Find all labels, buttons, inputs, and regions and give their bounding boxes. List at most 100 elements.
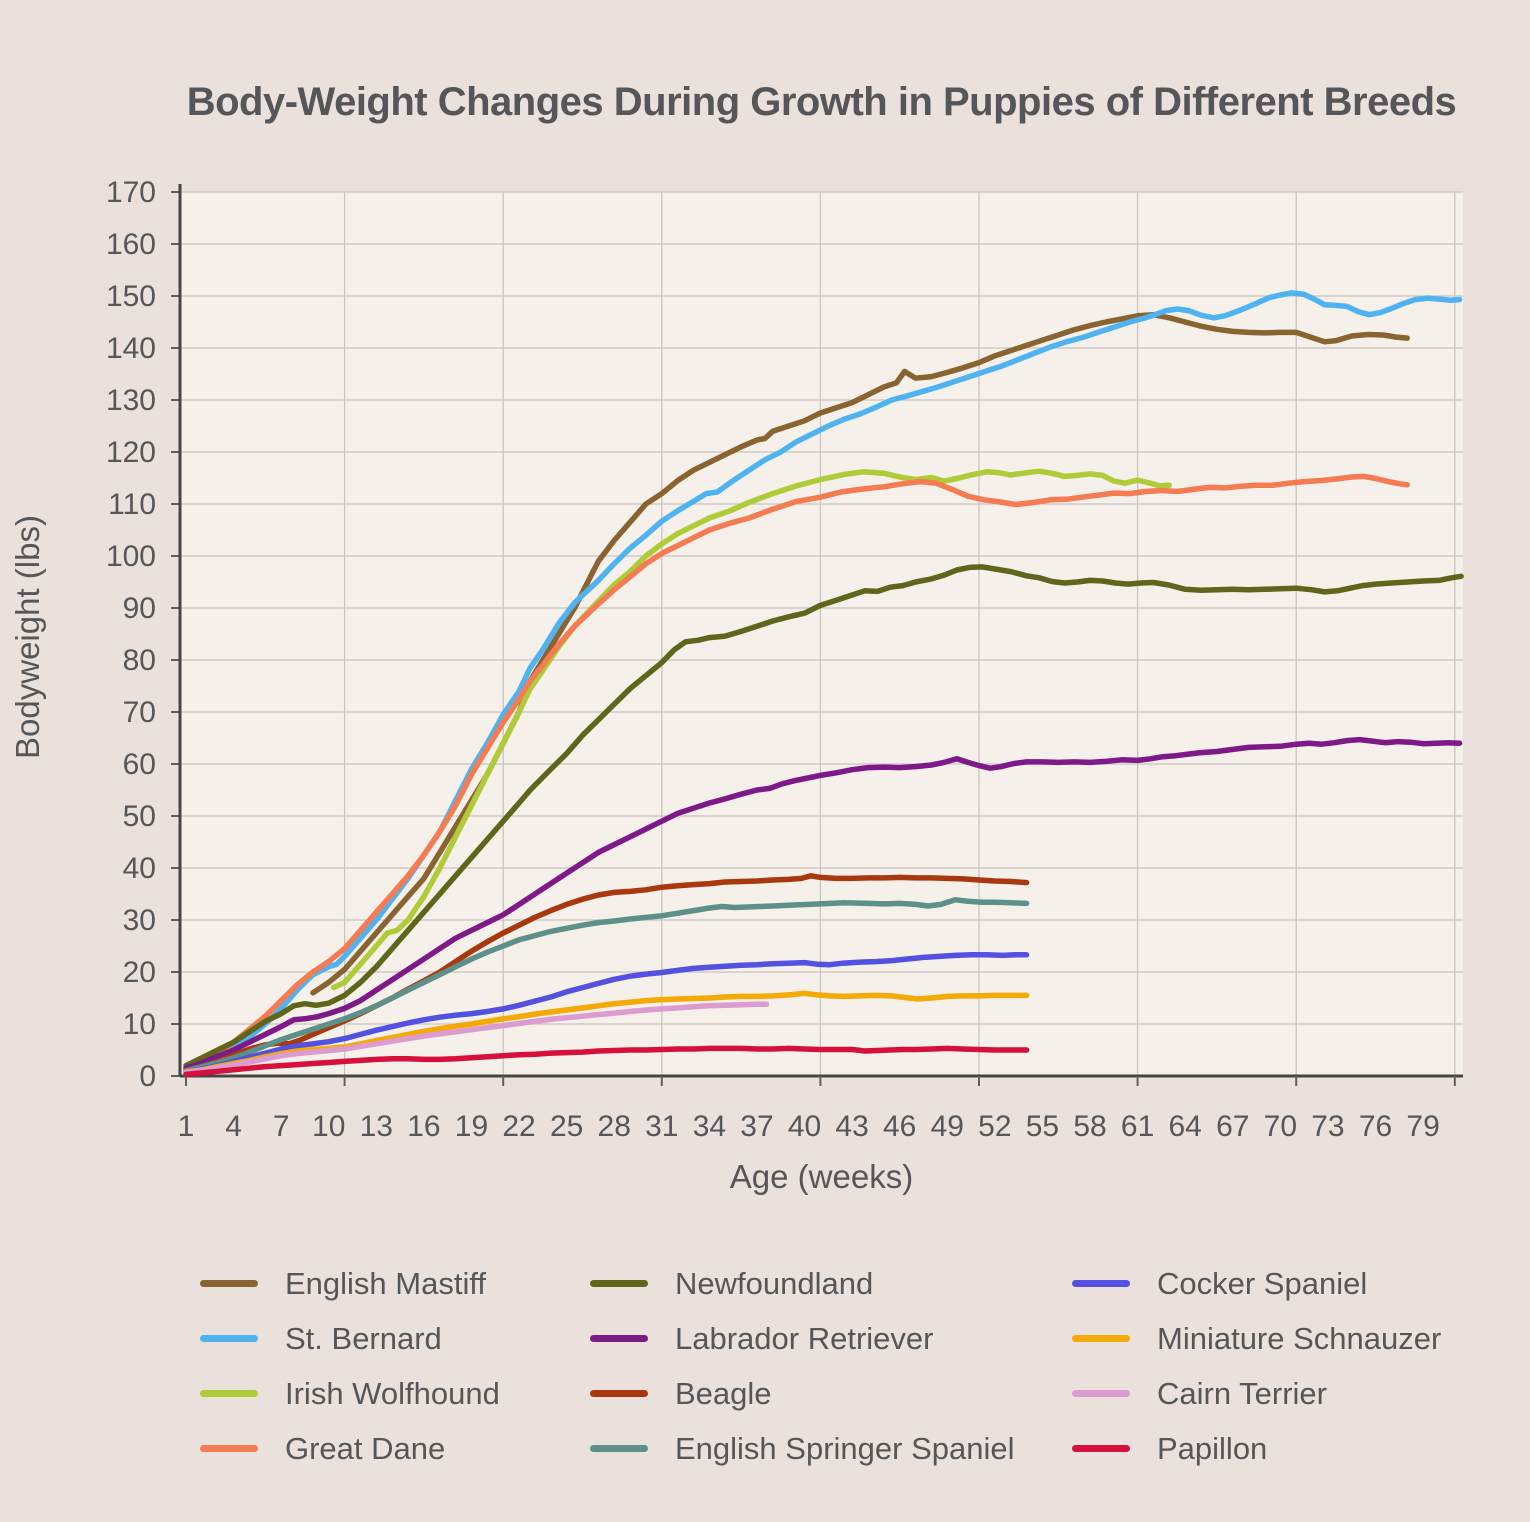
x-tick-label: 46 [883,1110,916,1143]
legend-item: Papillon [1072,1421,1441,1476]
x-tick-label: 70 [1264,1110,1297,1143]
legend-swatch [200,1445,258,1452]
x-tick-label: 19 [455,1110,488,1143]
line-chart: 1 4 7 10 13 16 19 22 25 28 31 34 37 40 43 46 49 52 55 58 61 6… [106,176,1464,1143]
legend-swatch [200,1390,258,1397]
legend-item: Great Dane [200,1421,500,1476]
legend-label: Beagle [675,1375,772,1411]
x-tick-label: 52 [978,1110,1011,1143]
y-tick-label: 170 [106,176,156,209]
y-tick-label: 0 [139,1060,156,1093]
series-line-great-dane [183,473,1410,1071]
legend-swatch [1072,1390,1130,1397]
y-tick-label: 10 [123,1008,156,1041]
x-tick-label: 25 [550,1110,583,1143]
x-tick-label: 22 [502,1110,535,1143]
legend-swatch [1072,1280,1130,1287]
legend: English Mastiff St. Bernard Irish Wolfhoun… [0,1256,1530,1506]
y-tick-label: 150 [106,280,156,313]
x-tick-label: 61 [1121,1110,1154,1143]
legend-column: Cocker Spaniel Miniature Schnauzer Cairn T… [1072,1256,1441,1476]
y-tick-label: 30 [123,904,156,937]
x-tick-label: 37 [740,1110,773,1143]
legend-label: St. Bernard [285,1320,442,1356]
legend-swatch [590,1390,648,1397]
series-line-papillon [183,1045,1030,1078]
x-tick-label: 76 [1359,1110,1392,1143]
x-tick-label: 55 [1026,1110,1059,1143]
y-tick-label: 130 [106,384,156,417]
series-line-labrador-retriever [183,736,1463,1071]
y-tick-label: 80 [123,644,156,677]
legend-item: Beagle [590,1366,1015,1421]
series-line-cocker-spaniel [183,952,1030,1075]
legend-swatch [200,1335,258,1342]
legend-column: English Mastiff St. Bernard Irish Wolfhoun… [200,1256,500,1476]
legend-label: Cairn Terrier [1157,1375,1327,1411]
x-tick-label: 40 [788,1110,821,1143]
legend-item: Irish Wolfhound [200,1366,500,1421]
legend-swatch [1072,1445,1130,1452]
x-tick-label: 10 [312,1110,345,1143]
legend-item: Labrador Retriever [590,1311,1015,1366]
legend-item: English Springer Spaniel [590,1421,1015,1476]
x-tick-label: 16 [407,1110,440,1143]
y-tick-label: 40 [123,852,156,885]
y-tick-label: 100 [106,540,156,573]
x-tick-label: 67 [1216,1110,1249,1143]
x-tick-label: 79 [1406,1110,1439,1143]
legend-swatch [1072,1335,1130,1342]
x-tick-label: 43 [835,1110,868,1143]
legend-label: Labrador Retriever [675,1320,934,1356]
y-tick-label: 20 [123,956,156,989]
legend-label: Cocker Spaniel [1157,1265,1368,1301]
legend-item: Cairn Terrier [1072,1366,1441,1421]
x-tick-label: 34 [693,1110,726,1143]
legend-swatch [590,1280,648,1287]
series-line-irish-wolfhound [330,468,1173,991]
series-line-cairn-terrier [183,1001,770,1076]
legend-item: Miniature Schnauzer [1072,1311,1441,1366]
y-tick-label: 160 [106,228,156,261]
series-line-beagle [183,873,1030,1074]
x-tick-label: 73 [1311,1110,1344,1143]
y-tick-label: 120 [106,436,156,469]
legend-label: Papillon [1157,1430,1268,1466]
legend-item: Cocker Spaniel [1072,1256,1441,1311]
legend-label: English Springer Spaniel [675,1430,1015,1466]
x-tick-label: 7 [273,1110,290,1143]
x-tick-label: 1 [178,1110,195,1143]
legend-swatch [590,1445,648,1452]
legend-swatch [590,1335,648,1342]
legend-item: St. Bernard [200,1311,500,1366]
legend-label: Great Dane [285,1430,446,1466]
x-axis-title: Age (weeks) [729,1158,914,1195]
series-line-english-springer-spaniel [183,896,1030,1074]
x-tick-label: 58 [1073,1110,1106,1143]
legend-item: Newfoundland [590,1256,1015,1311]
series-line-newfoundland [183,564,1464,1069]
chart-title: Body-Weight Changes During Growth in Pup… [186,80,1457,124]
y-tick-label: 50 [123,800,156,833]
x-tick-label: 64 [1168,1110,1201,1143]
plot-area [180,192,1463,1076]
x-tick-label: 31 [645,1110,678,1143]
legend-item: English Mastiff [200,1256,500,1311]
y-tick-label: 110 [108,488,156,521]
y-tick-label: 90 [123,592,156,625]
x-tick-label: 4 [225,1110,242,1143]
legend-label: Newfoundland [675,1265,874,1301]
legend-label: Miniature Schnauzer [1157,1320,1442,1356]
legend-label: Irish Wolfhound [285,1375,500,1411]
x-tick-label: 28 [598,1110,631,1143]
x-tick-label: 13 [360,1110,393,1143]
y-axis-title: Bodyweight (lbs) [9,515,46,759]
y-tick-label: 140 [106,332,156,365]
y-tick-label: 60 [123,748,156,781]
x-tick-label: 49 [931,1110,964,1143]
legend-label: English Mastiff [285,1265,487,1301]
legend-column: Newfoundland Labrador Retriever Beagle Engl… [590,1256,1015,1476]
y-tick-label: 70 [123,696,156,729]
legend-swatch [200,1280,258,1287]
